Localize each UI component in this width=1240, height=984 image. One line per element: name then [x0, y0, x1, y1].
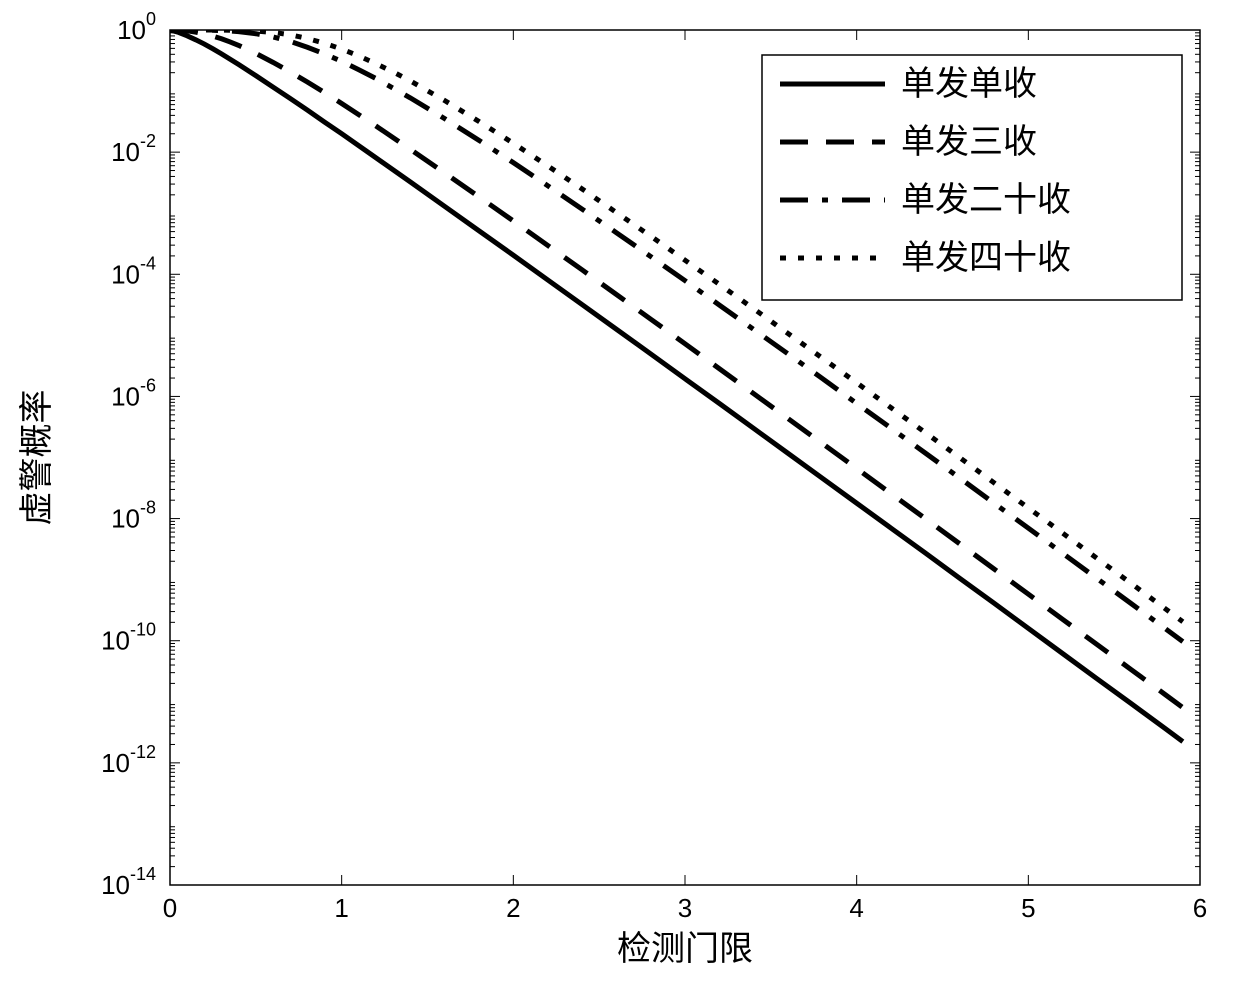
y-tick-label: 100: [117, 9, 156, 45]
y-tick-label: 10-12: [101, 742, 156, 778]
legend-label-single-tx-single-rx: 单发单收: [901, 65, 1037, 103]
legend-label-single-tx-twenty-rx: 单发二十收: [901, 181, 1071, 219]
x-tick-label: 4: [849, 893, 863, 923]
x-tick-label: 0: [163, 893, 177, 923]
legend-label-single-tx-forty-rx: 单发四十收: [901, 239, 1071, 277]
y-tick-label: 10-14: [101, 864, 156, 900]
x-tick-label: 5: [1021, 893, 1035, 923]
y-tick-label: 10-8: [111, 498, 156, 534]
line-chart: 0 1 2 3 4 5 6 检测门限 100 10-2 10-4 10-6 10-8 10-10 10-12…: [0, 0, 1240, 984]
y-tick-label: 10-6: [111, 375, 156, 411]
x-tick-label: 6: [1193, 893, 1207, 923]
chart-container: 0 1 2 3 4 5 6 检测门限 100 10-2 10-4 10-6 10-8 10-10 10-12…: [0, 0, 1240, 984]
y-axis-label: 虚警概率: [18, 390, 56, 526]
legend-label-single-tx-three-rx: 单发三收: [901, 123, 1037, 161]
x-tick-label: 3: [678, 893, 692, 923]
x-tick-label: 1: [334, 893, 348, 923]
y-tick-label: 10-4: [111, 253, 156, 289]
x-tick-label: 2: [506, 893, 520, 923]
y-tick-label: 10-10: [101, 620, 156, 656]
x-axis-label: 检测门限: [617, 930, 753, 968]
y-tick-label: 10-2: [111, 131, 156, 167]
